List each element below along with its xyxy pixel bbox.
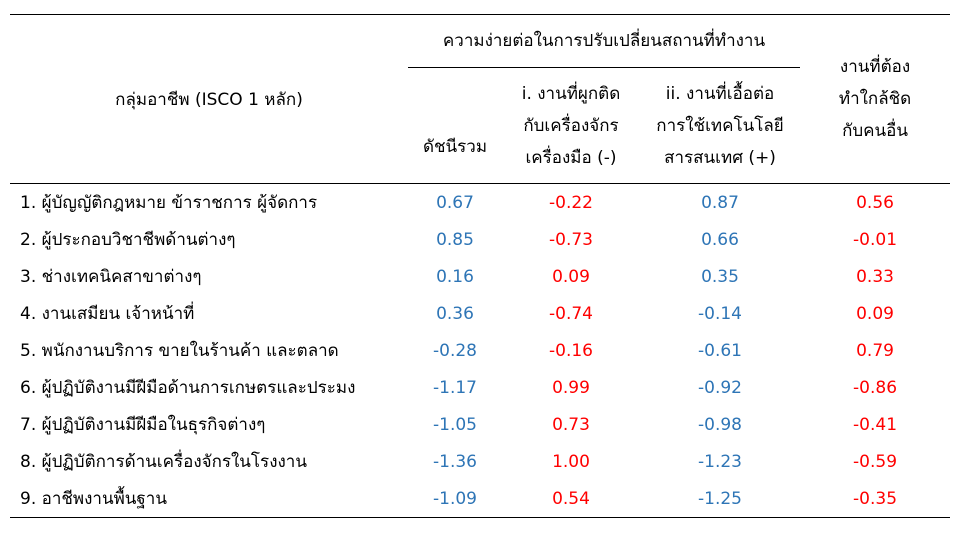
group-title: ความง่ายต่อในการปรับเปลี่ยนสถานที่ทำงาน bbox=[408, 15, 801, 69]
cell-value: -1.23 bbox=[698, 451, 743, 472]
cell-value: 0.36 bbox=[436, 303, 474, 324]
table-row: 3. ช่างเทคนิคสาขาต่างๆ 0.16 0.09 0.35 0.33 bbox=[10, 258, 950, 295]
cell-value: 0.73 bbox=[552, 414, 590, 435]
row-label: 6. ผู้ปฏิบัติงานมีฝีมือด้านการเกษตรและปร… bbox=[20, 378, 356, 398]
header-line: ดัชนีรวม bbox=[422, 137, 488, 157]
cell-value: 0.09 bbox=[552, 266, 590, 287]
cell-value: -0.22 bbox=[549, 192, 593, 213]
cell-value: -0.86 bbox=[853, 377, 898, 398]
cell-value: -1.05 bbox=[433, 414, 477, 435]
cell-value: -1.17 bbox=[433, 377, 477, 398]
table-row: 8. ผู้ปฏิบัติการด้านเครื่องจักรในโรงงาน -… bbox=[10, 443, 950, 480]
cell-value: -0.92 bbox=[698, 377, 743, 398]
header-line: งานที่ต้อง bbox=[839, 57, 911, 77]
cell-value: -0.16 bbox=[549, 340, 593, 361]
cell-value: 0.67 bbox=[436, 192, 474, 213]
row-label: 7. ผู้ปฏิบัติงานมีฝีมือในธุรกิจต่างๆ bbox=[20, 415, 266, 435]
cell-value: -0.41 bbox=[853, 414, 898, 435]
row-label: 9. อาชีพงานพื้นฐาน bbox=[10, 480, 408, 518]
occupation-header: กลุ่มอาชีพ (ISCO 1 หลัก) bbox=[10, 14, 408, 184]
table-row: 1. ผู้บัญญัติกฎหมาย ข้าราชการ ผู้จัดการ 0… bbox=[10, 184, 950, 222]
header-line: ii. งานที่เอื้อต่อ bbox=[665, 83, 775, 104]
header-line: เครื่องมือ (-) bbox=[525, 147, 617, 168]
cell-value: -0.01 bbox=[853, 229, 898, 250]
cell-value: -1.36 bbox=[433, 451, 477, 472]
header-line: กับเครื่องจักร bbox=[523, 115, 619, 136]
table-row: 2. ผู้ประกอบวิชาชีพด้านต่างๆ 0.85 -0.73 0.6… bbox=[10, 221, 950, 258]
cell-value: -1.25 bbox=[640, 480, 801, 518]
cell-value: 1.00 bbox=[552, 451, 590, 472]
cell-value: -0.98 bbox=[698, 414, 743, 435]
cell-value: -1.09 bbox=[408, 480, 502, 518]
table-row: 4. งานเสมียน เจ้าหน้าที่ 0.36 -0.74 -0.14 0.… bbox=[10, 295, 950, 332]
table-row: 7. ผู้ปฏิบัติงานมีฝีมือในธุรกิจต่างๆ -1.0… bbox=[10, 406, 950, 443]
row-label: 4. งานเสมียน เจ้าหน้าที่ bbox=[20, 304, 195, 324]
column-header: ii. งานที่เอื้อต่อการใช้เทคโนโลยีสารสนเท… bbox=[640, 68, 801, 184]
row-label: 1. ผู้บัญญัติกฎหมาย ข้าราชการ ผู้จัดการ bbox=[20, 193, 318, 213]
row-label: 2. ผู้ประกอบวิชาชีพด้านต่างๆ bbox=[20, 230, 236, 250]
cell-value: 0.87 bbox=[701, 192, 739, 213]
header-line: การใช้เทคโนโลยี bbox=[656, 115, 784, 136]
cell-value: -0.74 bbox=[549, 303, 593, 324]
header-line: กับคนอื่น bbox=[842, 121, 908, 141]
cell-value: 0.16 bbox=[436, 266, 474, 287]
cell-value: -0.35 bbox=[800, 480, 951, 518]
column-header: ดัชนีรวม bbox=[408, 68, 502, 184]
column-header: งานที่ต้องทำใกล้ชิดกับคนอื่น bbox=[800, 14, 951, 184]
table-row: 9. อาชีพงานพื้นฐาน -1.09 0.54 -1.25 -0.35 bbox=[10, 480, 951, 518]
group-header: ความง่ายต่อในการปรับเปลี่ยนสถานที่ทำงาน bbox=[408, 14, 801, 69]
cell-value: 0.85 bbox=[436, 229, 474, 250]
cell-value: 0.56 bbox=[856, 192, 894, 213]
cell-value: -0.73 bbox=[549, 229, 593, 250]
cell-value: 0.54 bbox=[502, 480, 640, 518]
header-line: สารสนเทศ (+) bbox=[664, 147, 776, 168]
header-line: i. งานที่ผูกติด bbox=[521, 83, 621, 104]
cell-value: 0.33 bbox=[856, 266, 894, 287]
cell-value: 0.35 bbox=[701, 266, 739, 287]
cell-value: 0.79 bbox=[856, 340, 894, 361]
row-label: 3. ช่างเทคนิคสาขาต่างๆ bbox=[20, 267, 202, 287]
cell-value: 0.66 bbox=[701, 229, 739, 250]
row-label: 5. พนักงานบริการ ขายในร้านค้า และตลาด bbox=[20, 341, 339, 361]
cell-value: 0.99 bbox=[552, 377, 590, 398]
cell-value: 0.09 bbox=[856, 303, 894, 324]
table-row: 5. พนักงานบริการ ขายในร้านค้า และตลาด -0.… bbox=[10, 332, 950, 369]
header-line: ทำใกล้ชิด bbox=[838, 89, 912, 109]
cell-value: -0.28 bbox=[433, 340, 477, 361]
row-label: 8. ผู้ปฏิบัติการด้านเครื่องจักรในโรงงาน bbox=[20, 452, 307, 472]
table-body: 1. ผู้บัญญัติกฎหมาย ข้าราชการ ผู้จัดการ 0… bbox=[10, 184, 951, 518]
table-row: 6. ผู้ปฏิบัติงานมีฝีมือด้านการเกษตรและปร… bbox=[10, 369, 950, 406]
cell-value: -0.14 bbox=[698, 303, 743, 324]
cell-value: -0.59 bbox=[853, 451, 898, 472]
cell-value: -0.61 bbox=[698, 340, 743, 361]
table: กลุ่มอาชีพ (ISCO 1 หลัก) ความง่ายต่อในกา… bbox=[10, 14, 951, 518]
column-header: i. งานที่ผูกติดกับเครื่องจักรเครื่องมือ … bbox=[502, 68, 640, 184]
